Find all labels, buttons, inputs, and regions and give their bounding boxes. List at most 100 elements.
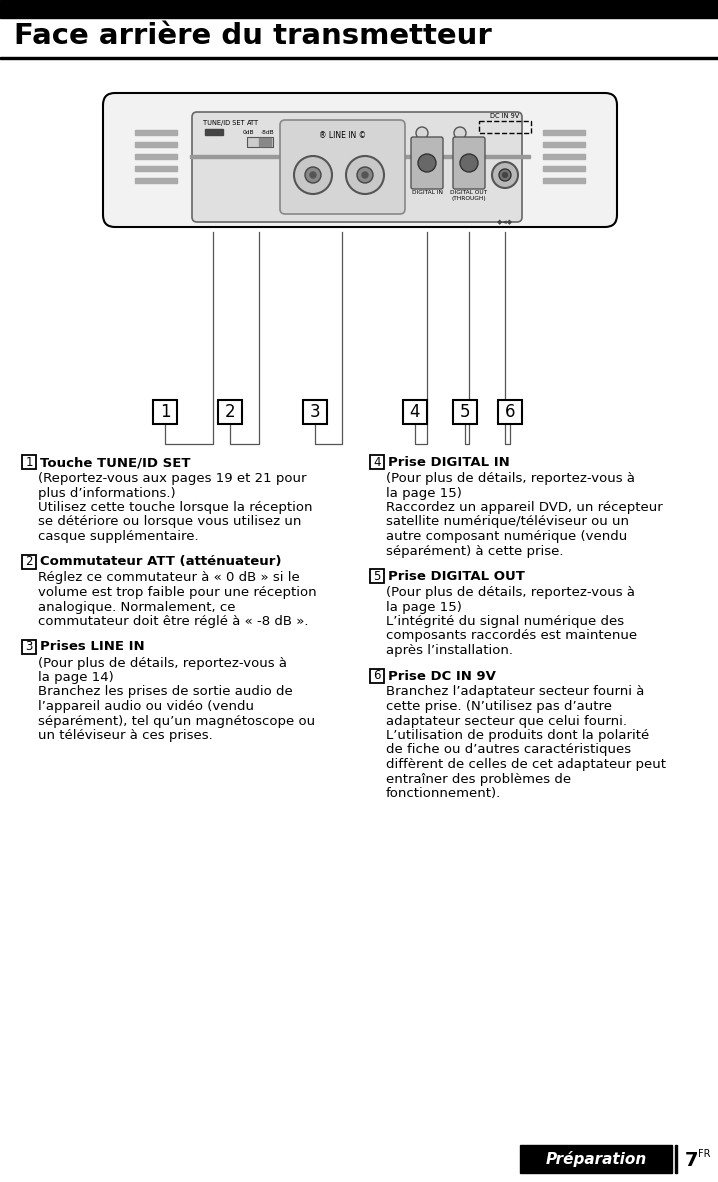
Text: 2: 2 [225, 403, 236, 421]
Text: ® LINE IN ©: ® LINE IN © [319, 131, 366, 139]
Text: -8dB: -8dB [261, 130, 274, 135]
Bar [205, 129, 223, 135]
Circle shape [454, 126, 466, 139]
Text: analogique. Normalement, ce: analogique. Normalement, ce [38, 600, 236, 613]
Bar [370, 569, 384, 583]
Bar [135, 178, 177, 183]
Bar [543, 165, 585, 171]
Text: un téléviseur à ces prises.: un téléviseur à ces prises. [38, 729, 213, 742]
Text: séparément), tel qu’un magnétoscope ou: séparément), tel qu’un magnétoscope ou [38, 714, 315, 727]
Circle shape [310, 173, 316, 178]
Text: fonctionnement).: fonctionnement). [386, 787, 501, 800]
Text: l’appareil audio ou vidéo (vendu: l’appareil audio ou vidéo (vendu [38, 700, 254, 713]
Circle shape [503, 173, 508, 177]
Text: autre composant numérique (vendu: autre composant numérique (vendu [386, 530, 628, 543]
Text: adaptateur secteur que celui fourni.: adaptateur secteur que celui fourni. [386, 714, 627, 727]
Text: entraîner des problèmes de: entraîner des problèmes de [386, 773, 571, 786]
Circle shape [418, 154, 436, 173]
Text: Réglez ce commutateur à « 0 dB » si le: Réglez ce commutateur à « 0 dB » si le [38, 572, 299, 585]
Bar [22, 639, 36, 654]
Bar [247, 137, 273, 147]
Bar [370, 455, 384, 469]
Text: 1: 1 [159, 403, 170, 421]
Bar [22, 554, 36, 569]
Text: Prise DIGITAL IN: Prise DIGITAL IN [388, 456, 510, 469]
Text: 3: 3 [25, 639, 33, 652]
Text: FR: FR [698, 1149, 711, 1160]
Circle shape [499, 169, 511, 181]
Bar [153, 400, 177, 424]
Text: ATT: ATT [247, 121, 259, 126]
Text: (THROUGH): (THROUGH) [452, 196, 486, 201]
FancyBboxPatch shape [192, 112, 522, 222]
Text: Prise DIGITAL OUT: Prise DIGITAL OUT [388, 570, 525, 583]
FancyBboxPatch shape [453, 137, 485, 189]
Bar [453, 400, 477, 424]
Text: Prises LINE IN: Prises LINE IN [40, 641, 144, 654]
Bar [0, 0, 718, 18]
Text: 5: 5 [460, 403, 470, 421]
FancyBboxPatch shape [280, 121, 405, 214]
Circle shape [346, 156, 384, 194]
Text: 3: 3 [309, 403, 320, 421]
Text: DIGITAL OUT: DIGITAL OUT [450, 190, 488, 195]
Text: 6: 6 [373, 669, 381, 682]
Bar [135, 154, 177, 160]
Text: DIGITAL IN: DIGITAL IN [411, 190, 442, 195]
Bar [303, 400, 327, 424]
Circle shape [357, 167, 373, 183]
Text: cette prise. (N’utilisez pas d’autre: cette prise. (N’utilisez pas d’autre [386, 700, 612, 713]
Text: ◆◄◆: ◆◄◆ [497, 219, 513, 225]
Text: 1: 1 [25, 455, 33, 468]
Bar [190, 155, 530, 158]
Bar [135, 130, 177, 135]
Circle shape [416, 126, 428, 139]
Bar [218, 400, 242, 424]
Text: 4: 4 [410, 403, 420, 421]
Bar [135, 142, 177, 147]
Text: 0dB: 0dB [243, 130, 254, 135]
Circle shape [305, 167, 321, 183]
Bar [259, 138, 271, 147]
FancyBboxPatch shape [103, 93, 617, 227]
Text: Touche TUNE/ID SET: Touche TUNE/ID SET [40, 456, 190, 469]
Text: (Reportez-vous aux pages 19 et 21 pour: (Reportez-vous aux pages 19 et 21 pour [38, 472, 307, 485]
Text: la page 14): la page 14) [38, 671, 113, 684]
Bar [403, 400, 427, 424]
Text: L’utilisation de produits dont la polarité: L’utilisation de produits dont la polari… [386, 729, 649, 742]
Bar [543, 178, 585, 183]
Text: 5: 5 [373, 570, 381, 583]
Bar [370, 669, 384, 682]
Text: 2: 2 [25, 556, 33, 569]
Text: 7: 7 [685, 1150, 699, 1169]
Text: (Pour plus de détails, reportez-vous à: (Pour plus de détails, reportez-vous à [386, 586, 635, 599]
Text: séparément) à cette prise.: séparément) à cette prise. [386, 545, 564, 558]
Circle shape [460, 154, 478, 173]
Bar [22, 455, 36, 469]
Text: DC IN 9V: DC IN 9V [490, 113, 520, 119]
Text: Commutateur ATT (atténuateur): Commutateur ATT (atténuateur) [40, 556, 281, 569]
Text: diffèrent de celles de cet adaptateur peut: diffèrent de celles de cet adaptateur pe… [386, 758, 666, 771]
Text: TUNE/ID SET: TUNE/ID SET [203, 121, 245, 126]
Bar [479, 121, 531, 134]
Text: la page 15): la page 15) [386, 487, 462, 500]
Text: 6: 6 [505, 403, 516, 421]
Text: (Pour plus de détails, reportez-vous à: (Pour plus de détails, reportez-vous à [386, 472, 635, 485]
Text: plus d’informations.): plus d’informations.) [38, 487, 176, 500]
Text: Branchez l’adaptateur secteur fourni à: Branchez l’adaptateur secteur fourni à [386, 686, 644, 699]
Text: Préparation: Préparation [546, 1151, 647, 1167]
Text: Face arrière du transmetteur: Face arrière du transmetteur [14, 22, 492, 50]
Text: Raccordez un appareil DVD, un récepteur: Raccordez un appareil DVD, un récepteur [386, 501, 663, 514]
Text: Prise DC IN 9V: Prise DC IN 9V [388, 669, 496, 682]
Text: Branchez les prises de sortie audio de: Branchez les prises de sortie audio de [38, 686, 293, 699]
Text: (Pour plus de détails, reportez-vous à: (Pour plus de détails, reportez-vous à [38, 656, 287, 669]
Text: casque supplémentaire.: casque supplémentaire. [38, 530, 199, 543]
Text: volume est trop faible pour une réception: volume est trop faible pour une réceptio… [38, 586, 317, 599]
Bar [0, 57, 718, 58]
Bar [543, 130, 585, 135]
Bar [543, 154, 585, 160]
Circle shape [294, 156, 332, 194]
Text: après l’installation.: après l’installation. [386, 644, 513, 657]
Text: composants raccordés est maintenue: composants raccordés est maintenue [386, 630, 637, 643]
Text: satellite numérique/téléviseur ou un: satellite numérique/téléviseur ou un [386, 515, 629, 528]
